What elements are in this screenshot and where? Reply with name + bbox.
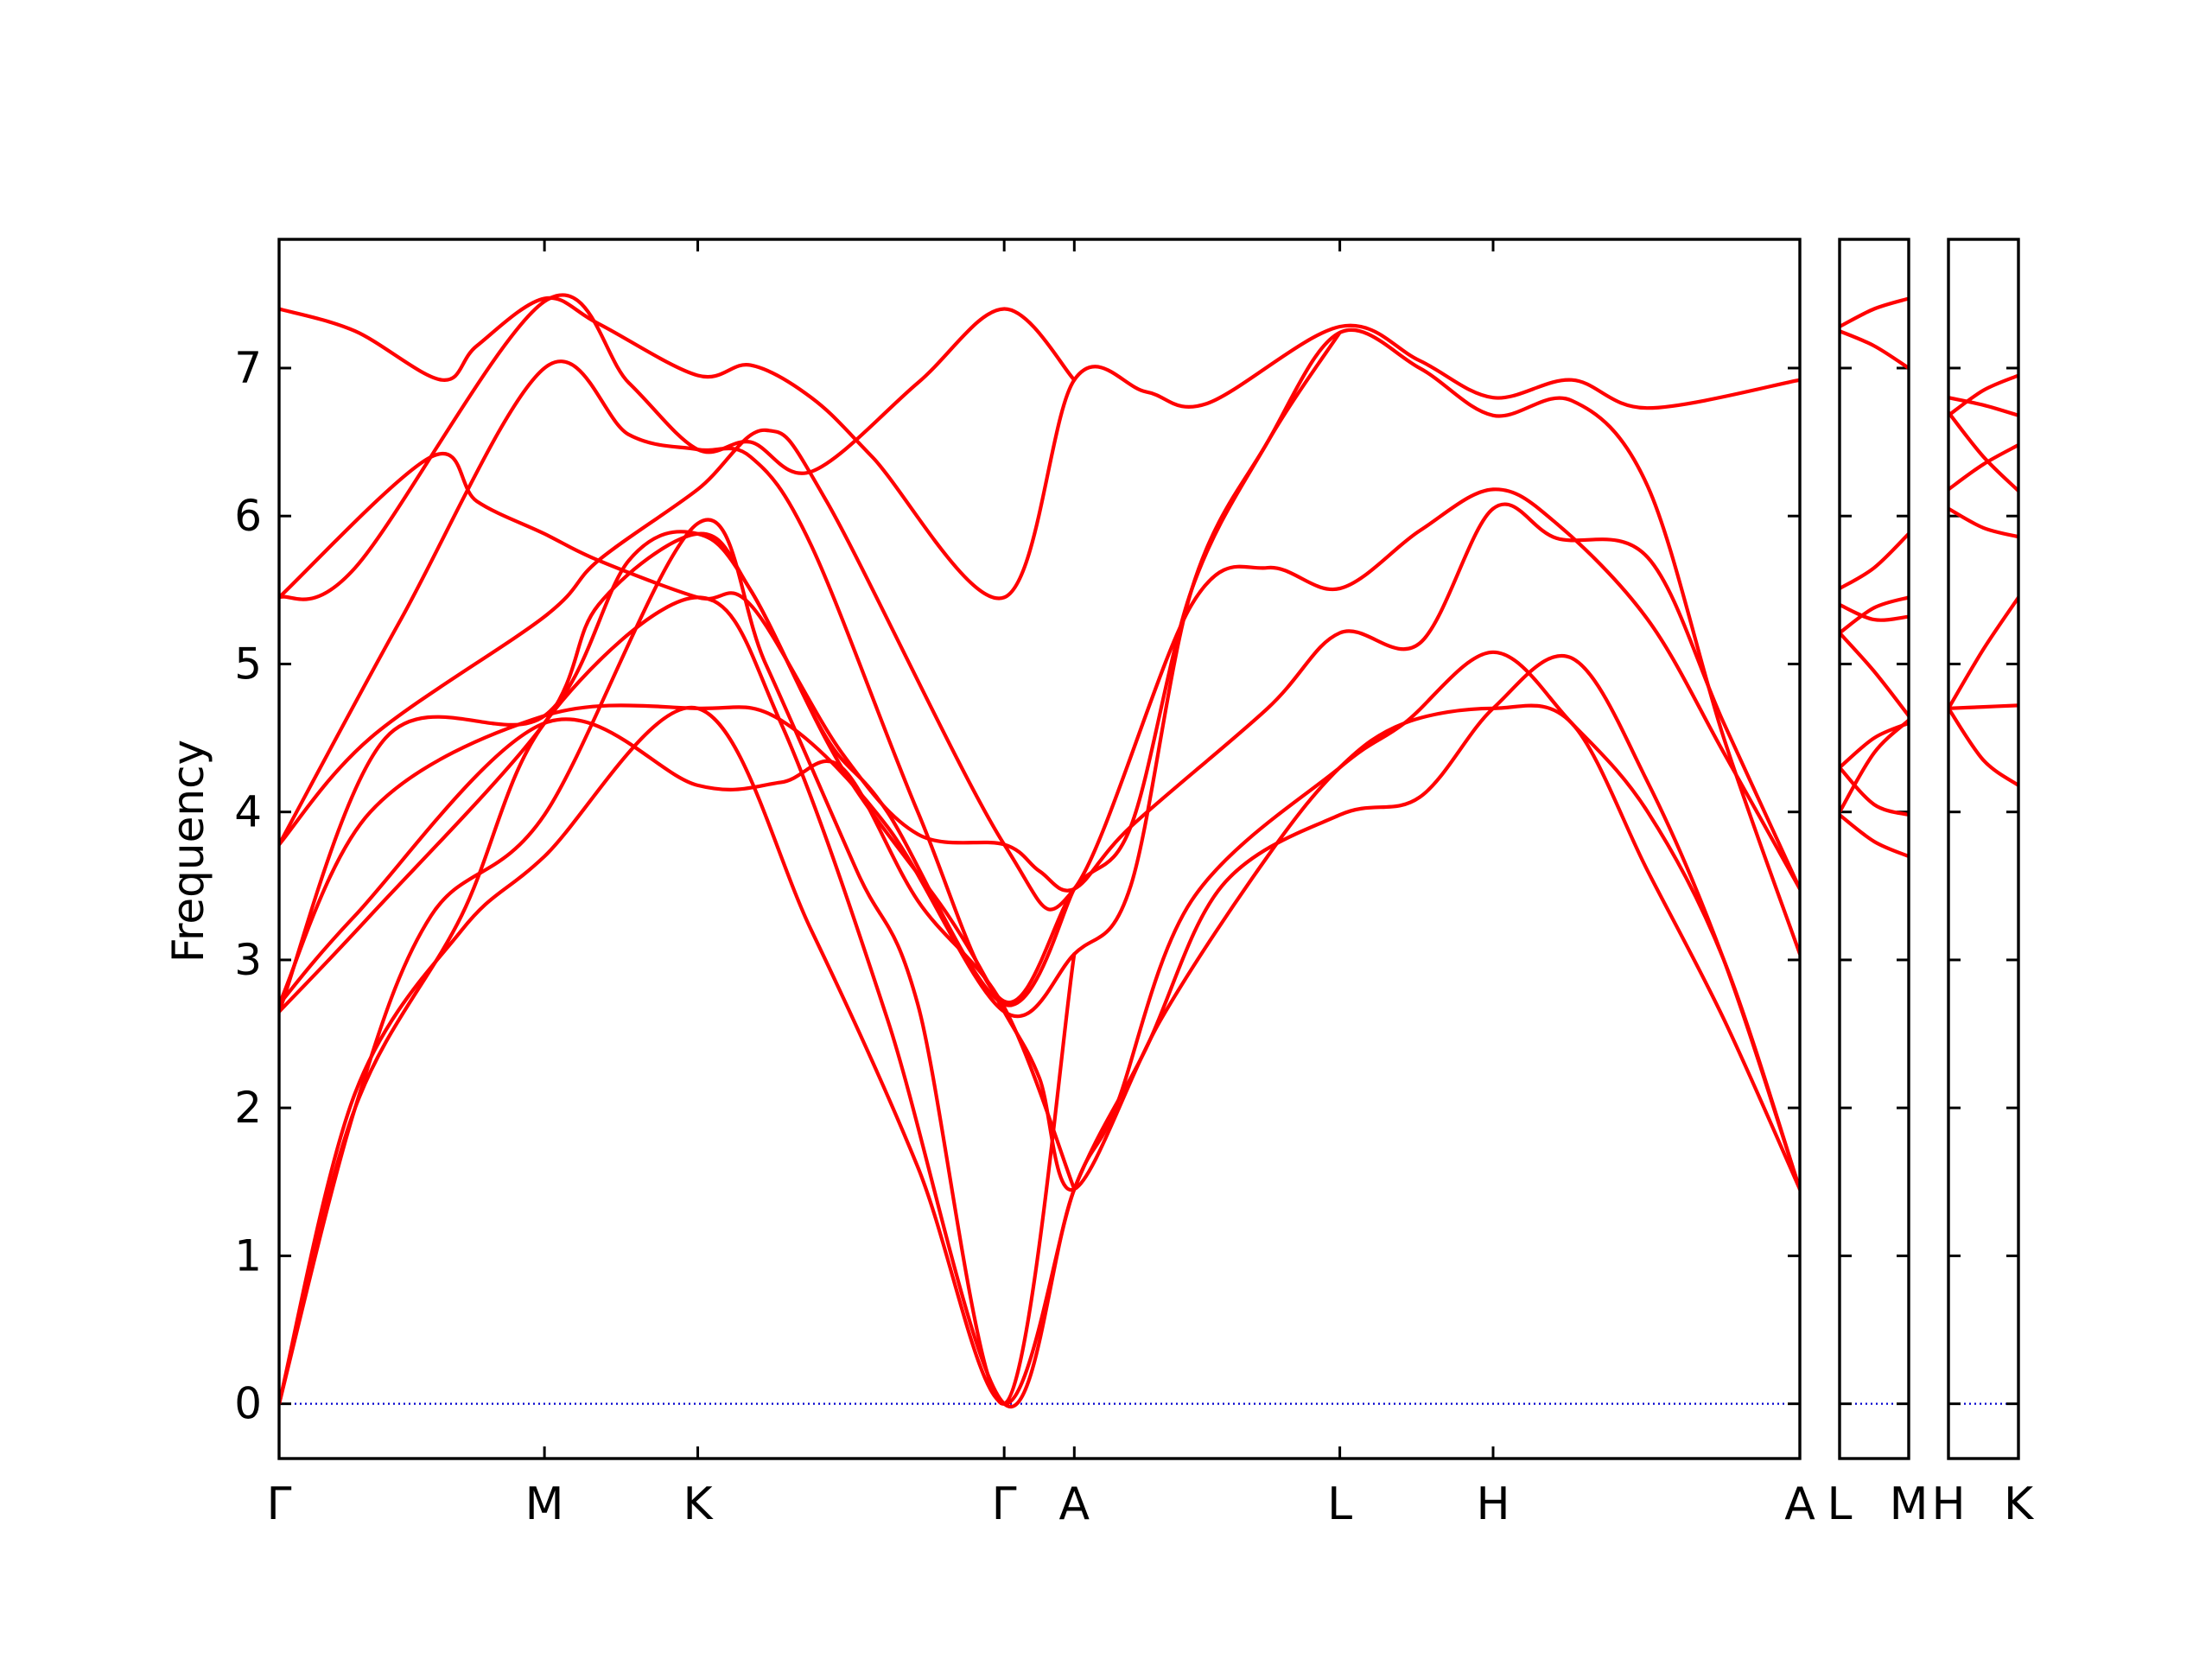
plot-frame [1838,238,1910,1460]
phonon-band-10 [1840,718,1909,814]
plot-frame [277,238,1802,1460]
x-tick-label-L: L [1827,1478,1853,1530]
y-tick-label: 1 [234,1230,262,1281]
band-group [279,293,1800,1408]
x-tick-label-H: H [1931,1478,1965,1530]
y-tick-label: 4 [234,787,262,837]
phonon-band-3 [1840,531,1909,591]
y-tick-label: 6 [234,491,262,541]
x-tick-label-K: K [683,1478,714,1530]
y-tick-label: 2 [234,1083,262,1133]
phonon-band-5 [1948,506,2018,539]
phonon-band-9 [1840,813,1909,859]
phonon-band-6 [1948,595,2018,710]
y-axis-title: Frequency [163,740,213,963]
phonon-band-4 [279,428,1800,912]
phonon-band-2 [1840,329,1909,371]
y-tick-label: 5 [234,639,262,689]
x-tick-label-Γ: Γ [992,1478,1017,1530]
x-tick-label-A: A [1784,1478,1815,1530]
phonon-band-6 [279,330,1342,1019]
plot-frame [1947,238,2020,1460]
phonon-band-2 [1948,373,2018,417]
x-tick-label-M: M [525,1478,564,1530]
x-tick-label-K: K [2004,1478,2035,1530]
phonon-band-5 [1840,602,1909,622]
y-tick-label: 3 [234,935,262,985]
band-group [1948,373,2018,787]
phonon-band-8 [1840,766,1909,817]
phonon-band-4 [1840,595,1909,635]
x-tick-label-H: H [1476,1478,1510,1530]
phonon-band-8 [1948,706,2018,787]
phonon-band-1 [1948,396,2018,417]
x-tick-label-A: A [1059,1478,1090,1530]
phonon-band-6 [1840,631,1909,718]
phonon-band-12 [279,595,1800,1408]
phonon-band-3 [1948,410,2018,493]
phonon-band-1 [279,296,1800,601]
x-tick-label-Γ: Γ [267,1478,292,1530]
band-group [1840,296,1909,859]
x-tick-label-M: M [1890,1478,1929,1530]
x-tick-label-L: L [1327,1478,1352,1530]
phonon-band-9 [279,531,1077,1014]
y-tick-label: 7 [234,343,262,393]
phonon-band-8 [279,717,1077,1192]
phonon-band-5 [279,327,1800,1005]
phonon-band-3 [279,451,1800,893]
phonon-band-4 [1948,442,2018,492]
y-tick-label: 0 [234,1379,262,1429]
phonon-band-1 [1840,296,1909,329]
phonon-band-11 [279,650,1800,1406]
phonon-band-7 [1948,703,2018,710]
